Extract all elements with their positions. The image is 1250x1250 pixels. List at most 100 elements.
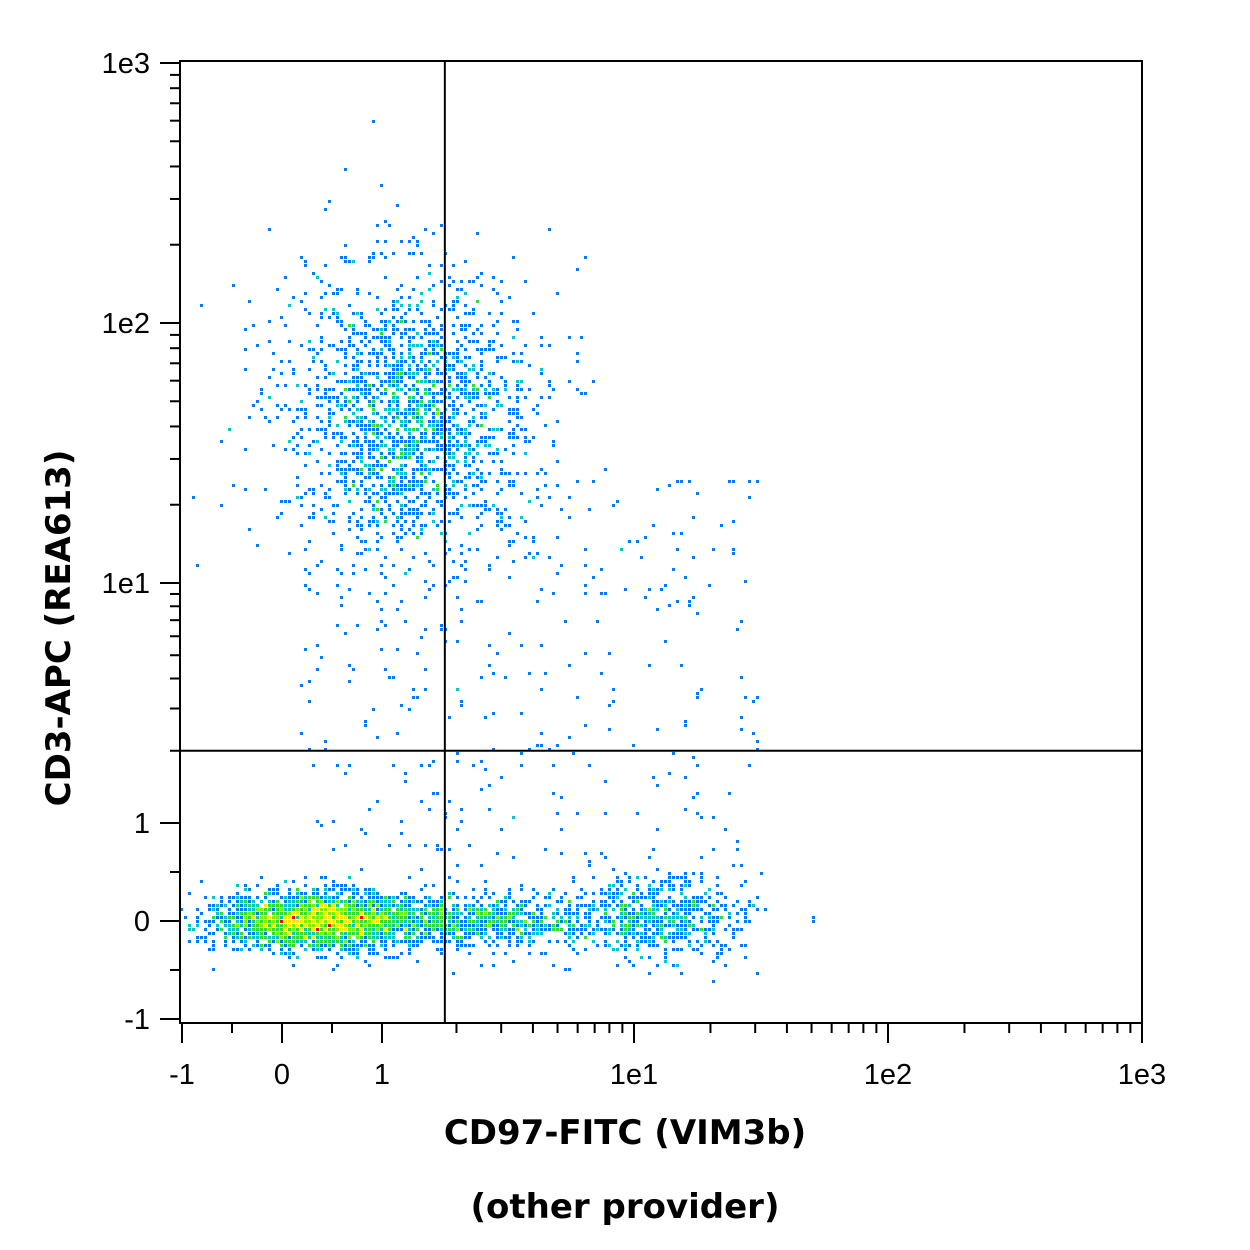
event-dot	[620, 884, 623, 887]
event-dot	[436, 344, 439, 347]
event-dot	[328, 924, 331, 927]
event-dot	[564, 892, 567, 895]
event-dot	[396, 520, 399, 523]
event-dot	[344, 460, 347, 463]
event-dot	[424, 228, 427, 231]
event-dot	[440, 504, 443, 507]
event-dot	[312, 940, 315, 943]
event-dot	[300, 928, 303, 931]
event-dot	[732, 864, 735, 867]
event-dot	[480, 440, 483, 443]
event-dot	[396, 376, 399, 379]
event-dot	[480, 788, 483, 791]
event-dot	[460, 700, 463, 703]
event-dot	[316, 352, 319, 355]
event-dot	[392, 956, 395, 959]
event-dot	[408, 296, 411, 299]
event-dot	[240, 940, 243, 943]
event-dot	[360, 452, 363, 455]
event-dot	[372, 456, 375, 459]
event-dot	[676, 932, 679, 935]
event-dot	[220, 912, 223, 915]
event-dot	[392, 944, 395, 947]
event-dot	[396, 648, 399, 651]
event-dot	[552, 444, 555, 447]
event-dot	[532, 536, 535, 539]
event-dot	[412, 500, 415, 503]
event-dot	[384, 936, 387, 939]
event-dot	[668, 884, 671, 887]
event-dot	[628, 904, 631, 907]
event-dot	[272, 932, 275, 935]
event-dot	[248, 932, 251, 935]
event-dot	[512, 540, 515, 543]
event-dot	[520, 908, 523, 911]
event-dot	[528, 672, 531, 675]
event-dot	[292, 368, 295, 371]
event-dot	[288, 916, 291, 919]
event-dot	[312, 948, 315, 951]
event-dot	[344, 452, 347, 455]
y-tick-label: 1e3	[102, 48, 150, 80]
event-dot	[320, 340, 323, 343]
event-dot	[436, 428, 439, 431]
event-dot	[416, 696, 419, 699]
event-dot	[636, 944, 639, 947]
event-dot	[376, 508, 379, 511]
event-dot	[656, 924, 659, 927]
event-dot	[408, 432, 411, 435]
event-dot	[440, 308, 443, 311]
event-dot	[680, 972, 683, 975]
event-dot	[588, 904, 591, 907]
event-dot	[400, 380, 403, 383]
event-dot	[456, 924, 459, 927]
event-dot	[328, 424, 331, 427]
event-dot	[216, 908, 219, 911]
event-dot	[384, 928, 387, 931]
event-dot	[684, 720, 687, 723]
event-dot	[524, 912, 527, 915]
event-dot	[380, 352, 383, 355]
event-dot	[344, 348, 347, 351]
event-dot	[392, 436, 395, 439]
event-dot	[360, 484, 363, 487]
event-dot	[536, 916, 539, 919]
event-dot	[644, 916, 647, 919]
event-dot	[636, 884, 639, 887]
event-dot	[468, 312, 471, 315]
event-dot	[456, 512, 459, 515]
event-dot	[416, 944, 419, 947]
event-dot	[592, 380, 595, 383]
event-dot	[680, 932, 683, 935]
event-dot	[812, 920, 815, 923]
event-dot	[448, 932, 451, 935]
event-dot	[556, 484, 559, 487]
event-dot	[652, 920, 655, 923]
event-dot	[316, 956, 319, 959]
event-dot	[524, 900, 527, 903]
event-dot	[452, 484, 455, 487]
event-dot	[280, 408, 283, 411]
event-dot	[308, 944, 311, 947]
event-dot	[500, 376, 503, 379]
event-dot	[460, 376, 463, 379]
event-dot	[432, 924, 435, 927]
event-dot	[320, 360, 323, 363]
event-dot	[424, 580, 427, 583]
event-dot	[752, 700, 755, 703]
event-dot	[344, 396, 347, 399]
event-dot	[464, 460, 467, 463]
event-dot	[384, 456, 387, 459]
event-dot	[472, 928, 475, 931]
event-dot	[560, 896, 563, 899]
event-dot	[416, 368, 419, 371]
event-dot	[440, 624, 443, 627]
event-dot	[448, 396, 451, 399]
event-dot	[664, 924, 667, 927]
event-dot	[344, 772, 347, 775]
event-dot	[304, 940, 307, 943]
event-dot	[532, 912, 535, 915]
event-dot	[292, 920, 295, 923]
event-dot	[508, 632, 511, 635]
event-dot	[672, 940, 675, 943]
